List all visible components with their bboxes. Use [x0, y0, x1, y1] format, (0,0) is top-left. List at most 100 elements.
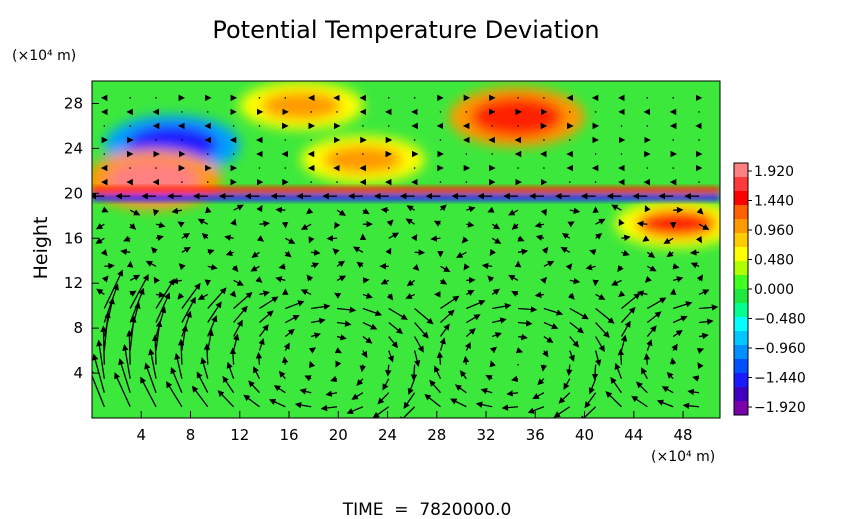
wind-vector	[595, 218, 606, 225]
wind-vector	[101, 206, 109, 213]
wind-vector	[129, 223, 137, 230]
wind-vector	[618, 218, 625, 227]
wind-vector	[698, 318, 714, 325]
wind-vector	[103, 269, 123, 309]
wind-vector	[646, 97, 649, 99]
wind-vector	[362, 336, 373, 344]
wind-vector	[126, 329, 133, 365]
wind-vector	[491, 125, 493, 127]
wind-vector	[129, 290, 137, 297]
colorbar-tick-label: 1.440	[754, 194, 794, 210]
wind-vector	[543, 321, 559, 330]
wind-vector	[155, 291, 166, 299]
wind-vector	[491, 223, 501, 230]
wind-vector	[589, 249, 597, 256]
wind-vector	[698, 289, 710, 296]
x-tick-label: 20	[329, 426, 348, 444]
wind-vector	[560, 246, 571, 254]
wind-vector	[439, 337, 446, 351]
wind-vector	[413, 139, 416, 141]
wind-vector	[336, 320, 352, 327]
wind-vector	[567, 221, 575, 228]
wind-vector	[440, 309, 455, 323]
wind-vector	[377, 392, 390, 405]
wind-vector	[207, 287, 227, 309]
wind-vector	[406, 205, 415, 212]
y-tick-label: 16	[64, 229, 83, 247]
wind-vector	[362, 292, 373, 299]
x-tick-label: 28	[427, 426, 446, 444]
wind-vector	[465, 111, 468, 113]
wind-vector	[434, 365, 442, 379]
wind-vector	[568, 111, 571, 113]
colorbar-swatch	[734, 373, 748, 381]
wind-vector	[459, 370, 467, 380]
wind-vector	[310, 139, 312, 141]
wind-vector	[543, 97, 545, 99]
wind-vector	[232, 333, 240, 351]
wind-vector	[566, 364, 573, 377]
wind-vector	[671, 343, 678, 351]
colorbar-tick-label: −0.480	[754, 312, 806, 328]
wind-vector	[387, 167, 390, 169]
wind-vector	[568, 139, 571, 141]
wind-vector	[621, 234, 631, 242]
wind-vector	[672, 315, 688, 324]
wind-vector	[540, 276, 547, 284]
wind-vector	[170, 366, 183, 393]
wind-vector	[299, 388, 312, 395]
wind-vector	[617, 348, 625, 365]
wind-vector	[96, 288, 105, 296]
wind-vector	[362, 153, 364, 155]
colorbar-swatch	[734, 170, 748, 178]
wind-vector	[230, 218, 237, 226]
wind-vector	[595, 307, 615, 324]
colorbar-swatch	[734, 408, 748, 416]
wind-vector	[233, 279, 244, 286]
wind-vector	[129, 125, 131, 127]
wind-vector	[120, 248, 131, 256]
wind-vector	[407, 378, 416, 396]
wind-vector	[644, 205, 651, 213]
wind-vector	[466, 290, 475, 296]
colorbar-swatch	[734, 184, 748, 192]
x-tick-label: 36	[526, 426, 545, 444]
wind-vector	[200, 357, 209, 379]
wind-vector	[153, 276, 160, 284]
wind-vector	[558, 392, 571, 404]
colorbar-swatch	[734, 254, 748, 262]
wind-vector	[565, 263, 573, 271]
wind-vector	[258, 97, 261, 99]
wind-vector	[388, 336, 399, 349]
colorbar-swatch	[734, 177, 748, 185]
wind-vector	[226, 361, 235, 379]
wind-vector	[610, 376, 623, 394]
wind-vector	[140, 376, 157, 408]
wind-vector	[155, 167, 157, 169]
x-tick-label: 12	[230, 426, 249, 444]
wind-vector	[424, 393, 441, 408]
wind-vector	[129, 274, 141, 281]
temperature-layer	[92, 186, 720, 193]
wind-vector	[543, 260, 555, 267]
wind-vector	[429, 379, 441, 394]
wind-vector	[646, 251, 656, 258]
wind-vector	[284, 167, 287, 169]
wind-vector	[362, 277, 370, 284]
wind-vector	[310, 262, 320, 269]
wind-vector	[335, 360, 342, 368]
wind-vector	[585, 264, 596, 271]
wind-vector	[361, 350, 368, 359]
wind-vector	[506, 390, 519, 397]
wind-vector	[462, 355, 470, 365]
wind-vector	[100, 249, 108, 257]
heatmap-field	[92, 81, 720, 418]
colorbar-swatch	[734, 380, 748, 388]
x-axis: 4 8 12 16 20 24 28 32 36 40 44 48	[136, 411, 693, 444]
wind-vector	[300, 223, 312, 230]
wind-vector	[569, 307, 589, 320]
wind-vector	[103, 311, 111, 351]
x-tick-label: 44	[624, 426, 643, 444]
colorbar-swatch	[734, 198, 748, 206]
